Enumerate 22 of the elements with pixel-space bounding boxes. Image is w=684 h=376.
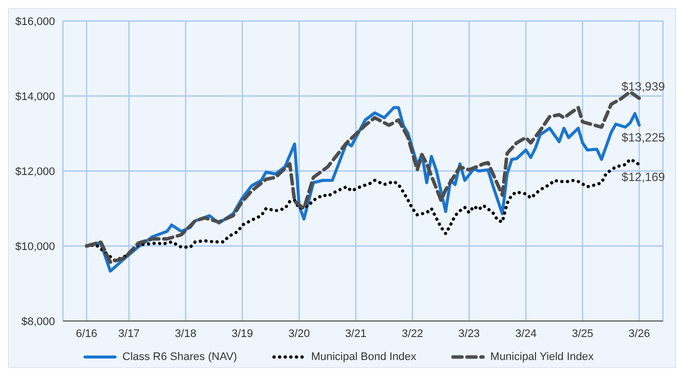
- x-tick-label: 3/17: [118, 328, 140, 340]
- annotation: $12,169: [622, 170, 666, 184]
- annotation: $13,225: [622, 130, 666, 145]
- x-tick-label: 3/25: [572, 328, 594, 340]
- x-tick-label: 3/26: [628, 328, 650, 340]
- y-tick-label: $10,000: [15, 240, 55, 253]
- x-tick-label: 6/16: [76, 328, 98, 340]
- annotation: $13,939: [622, 79, 666, 94]
- x-tick-label: 3/18: [174, 328, 196, 340]
- legend-label: Municipal Yield Index: [489, 351, 594, 363]
- legend-label: Municipal Bond Index: [310, 351, 416, 363]
- y-tick-label: $8,000: [21, 316, 55, 328]
- x-tick-label: 3/21: [345, 328, 366, 340]
- y-tick-label: $12,000: [15, 166, 55, 178]
- x-tick-label: 3/24: [515, 328, 537, 340]
- y-tick-label: $14,000: [15, 90, 55, 103]
- y-tick-label: $16,000: [15, 16, 55, 28]
- x-tick-label: 3/23: [458, 328, 480, 340]
- x-tick-label: 3/20: [288, 328, 310, 340]
- x-tick-label: 3/19: [232, 328, 254, 340]
- legend-label: Class R6 Shares (NAV): [121, 351, 238, 363]
- x-tick-label: 3/22: [402, 328, 424, 340]
